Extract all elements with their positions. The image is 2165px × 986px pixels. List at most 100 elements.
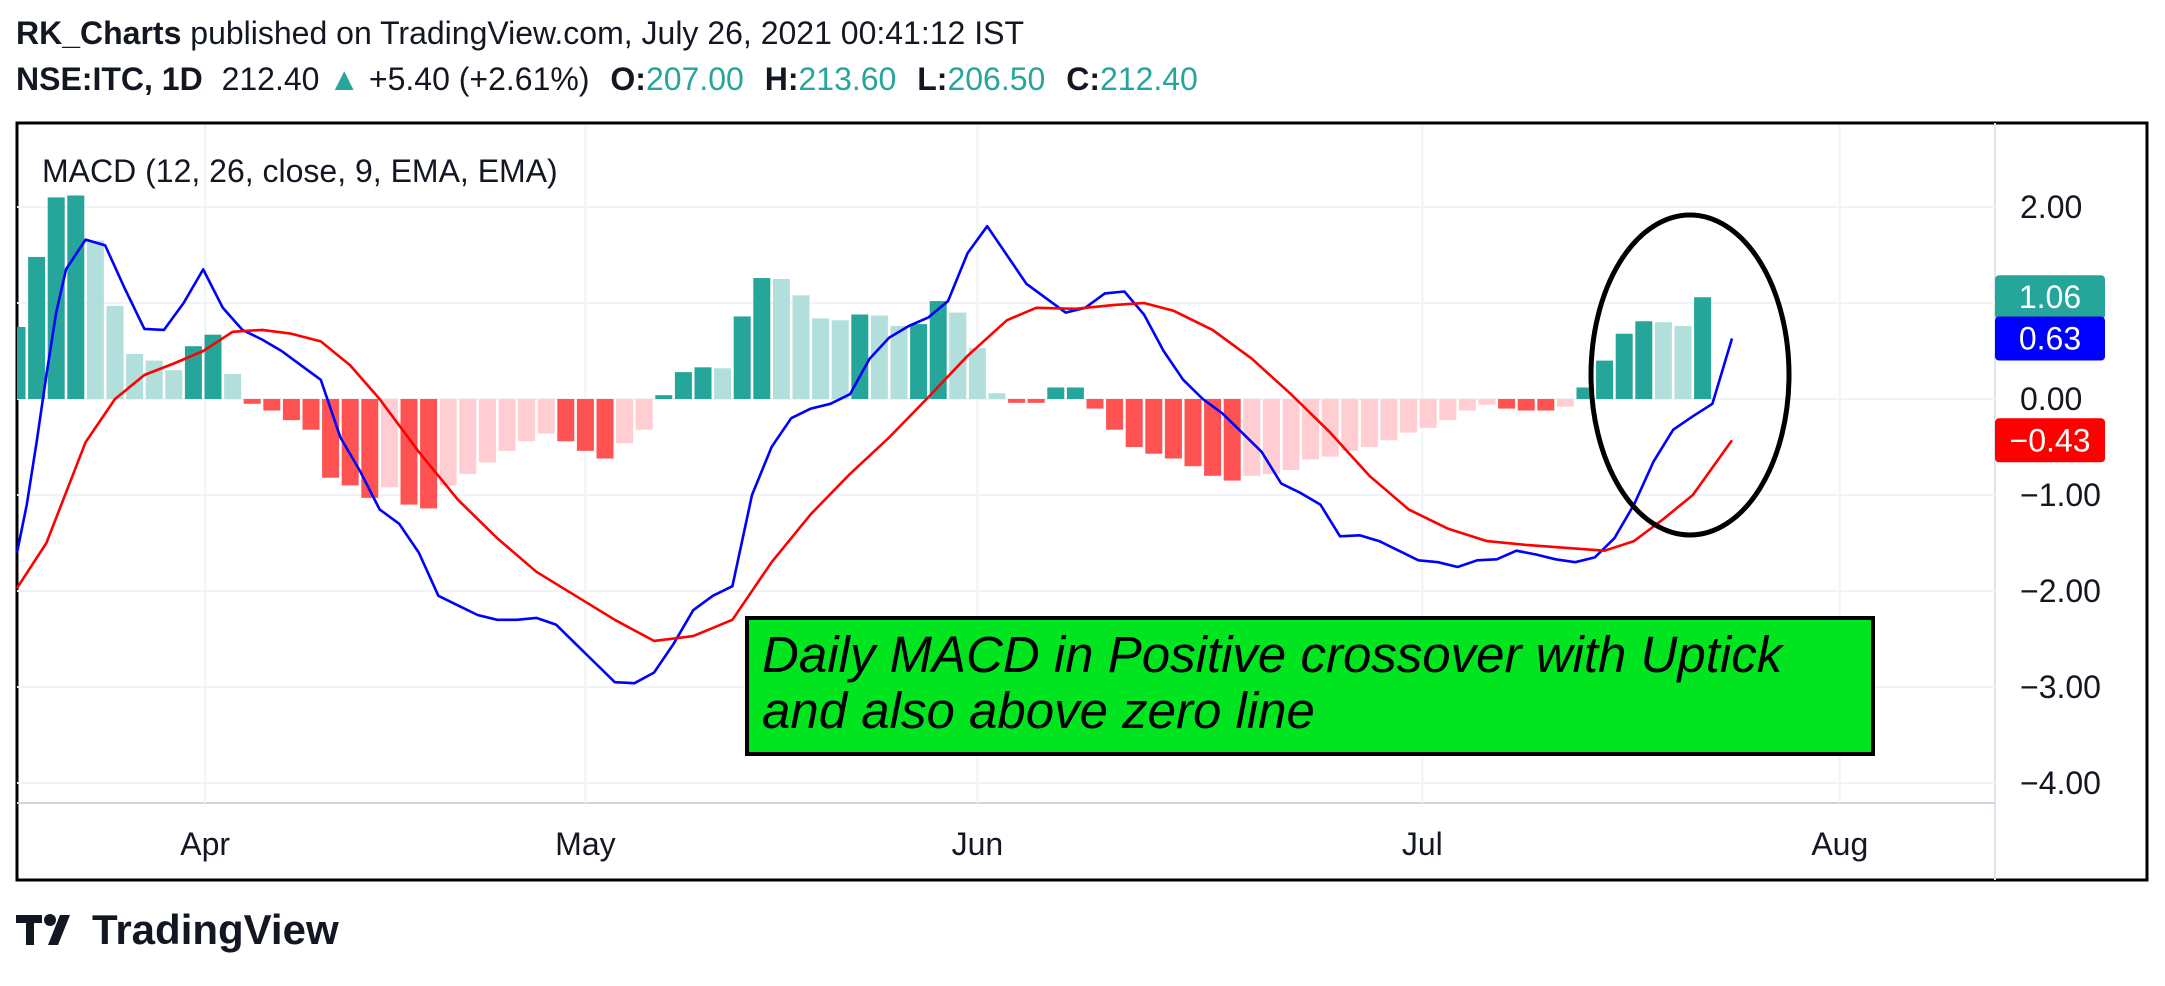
histogram-bar [1498,399,1516,409]
x-tick-label: Aug [1811,826,1868,862]
histogram-bar [243,399,261,404]
histogram-bar [1654,322,1672,399]
histogram-bar [831,320,849,399]
histogram-bar [988,393,1006,399]
macd-histogram [17,195,1712,509]
high-label: H: [764,61,799,97]
annotation-line-2: and also above zero line [762,682,1315,739]
close-label: C: [1066,61,1100,97]
histogram-bar [1302,399,1320,460]
histogram-bar [145,360,163,399]
highlight-ellipse [1588,212,1792,538]
chart-frame [15,121,2149,882]
histogram-bar [714,368,732,399]
histogram-bar [1419,399,1437,428]
last-price: 212.40 [221,61,320,97]
histogram-bar [86,240,104,399]
histogram-bar [1027,399,1045,403]
histogram-bar [1537,399,1555,411]
symbol-line: NSE:ITC, 1D 212.40 ▲ +5.40 (+2.61%) O:20… [16,56,1198,102]
x-tick-label: Apr [180,826,230,862]
price-axis[interactable]: 2.001.000.00−1.00−2.00−3.00−4.00 [2020,189,2101,801]
histogram-bar [635,399,653,430]
histogram-bar [478,399,496,463]
histogram-bar [1674,326,1692,399]
histogram-bar [1145,399,1163,454]
series-line-signal [15,301,1734,643]
histogram-bar [1164,399,1182,459]
low-value: 206.50 [947,61,1046,97]
x-tick-label: May [555,826,615,862]
up-triangle-icon: ▲ [328,61,361,97]
close-value: 212.40 [1099,61,1198,97]
histogram-bar [1380,399,1398,441]
symbol-label[interactable]: NSE:ITC, 1D [16,61,203,97]
histogram-bar [1517,399,1535,411]
histogram-bar [1694,297,1712,399]
histogram-bar [1596,360,1614,399]
histogram-bar [929,301,947,399]
histogram-bar [968,348,986,399]
histogram-bar [184,346,202,399]
chart-header: RK_Charts published on TradingView.com, … [16,10,1198,102]
last-value-labels: 1.06 0.63 −0.43 [1995,275,2105,463]
histogram-bar [910,324,928,399]
y-tick-label: −1.00 [2020,477,2101,513]
histogram-bar [1615,333,1633,399]
histogram-bar [459,399,477,474]
histogram-bar [792,295,810,399]
last-value-badge-0 [1995,275,2105,320]
last-value-badge-2 [1995,418,2105,463]
histogram-bar [302,399,320,430]
time-axis[interactable]: Apr May Jun Jul Aug [180,826,1868,862]
histogram-bar [1106,399,1124,430]
histogram-bar [1204,399,1222,476]
y-tick-label: −4.00 [2020,765,2101,801]
histogram-bar [576,399,594,451]
histogram-bar [439,399,457,486]
histogram-bar [1341,399,1359,451]
annotation-line-1: Daily MACD in Positive crossover with Up… [762,626,1785,683]
histogram-bar [518,399,536,442]
histogram-bar [67,195,85,399]
annotation-box [745,616,1875,756]
histogram-bar [400,399,418,505]
histogram-bar [1400,399,1418,433]
indicator-title[interactable]: MACD (12, 26, close, 9, EMA, EMA) [42,153,558,189]
histogram-bar [674,372,692,399]
histogram-bar [870,315,888,399]
histogram-bar [282,399,300,421]
x-tick-label: Jul [1402,826,1443,862]
histogram-bar [890,326,908,399]
histogram-bar [1321,399,1339,457]
histogram-bar [1262,399,1280,474]
histogram-bar [1243,399,1261,476]
tradingview-logo[interactable]: TradingView [16,906,339,954]
histogram-bar [361,399,379,498]
histogram-bar [753,278,771,399]
histogram-bar [1360,399,1378,447]
histogram-bar [655,395,673,399]
histogram-bar [47,197,65,399]
histogram-bar [1576,387,1594,399]
y-tick-label: 2.00 [2020,189,2082,225]
y-tick-label: −2.00 [2020,573,2101,609]
author-name[interactable]: RK_Charts [16,15,182,51]
histogram-bar [557,399,575,442]
y-tick-label: −3.00 [2020,669,2101,705]
histogram-bar [596,399,614,459]
histogram-bar [851,314,869,399]
tradingview-brand: TradingView [92,906,339,953]
histogram-bar [1478,399,1496,405]
histogram-bar [380,399,398,488]
histogram-bar [1635,321,1653,399]
histogram-bar [733,316,751,399]
macd-lines [15,224,1734,685]
last-value-text-2: −0.43 [2010,422,2091,458]
histogram-bar [28,256,46,399]
last-value-text-0: 1.06 [2019,279,2081,315]
histogram-bar [224,374,242,399]
open-value: 207.00 [645,61,744,97]
low-label: L: [917,61,948,97]
